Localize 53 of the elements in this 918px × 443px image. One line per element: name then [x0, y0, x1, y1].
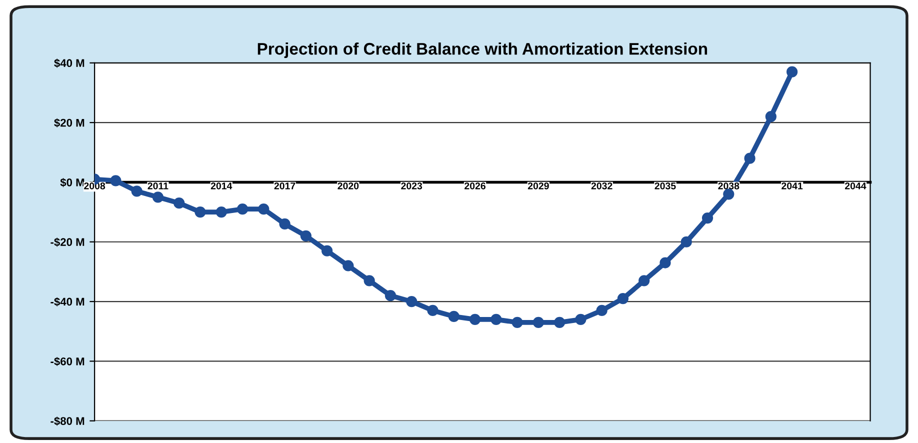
point [216, 206, 227, 218]
point [448, 310, 460, 322]
point [110, 175, 122, 186]
point [236, 204, 248, 215]
point [554, 316, 566, 328]
y-tick-label: -$60 M [50, 356, 84, 366]
point [342, 260, 354, 272]
y-tick-label: $20 M [54, 118, 84, 128]
x-tick-label: 2041 [782, 182, 803, 190]
point [194, 206, 206, 218]
point [322, 245, 333, 256]
point [406, 296, 418, 308]
point [384, 290, 396, 302]
point [660, 257, 671, 268]
x-tick-label: 2029 [528, 182, 549, 190]
point [575, 314, 586, 325]
point [532, 316, 544, 328]
y-tick-label: -$40 M [50, 297, 84, 306]
point [152, 192, 164, 203]
point [258, 204, 270, 215]
x-tick-label: 2035 [654, 182, 676, 190]
point [512, 316, 523, 328]
y-tick-label: -$80 M [50, 416, 84, 426]
point [638, 275, 650, 286]
x-tick-label: 2020 [338, 182, 359, 190]
x-tick-label: 2038 [718, 182, 740, 190]
x-tick-label: 2017 [274, 182, 296, 190]
x-tick-label: 2014 [210, 182, 232, 190]
point [702, 212, 714, 224]
point [596, 304, 608, 316]
point [744, 152, 756, 164]
point [364, 275, 375, 286]
point [300, 230, 312, 242]
point [279, 218, 290, 230]
point [617, 292, 629, 304]
point [786, 66, 798, 78]
y-tick-label: $40 M [54, 58, 84, 68]
x-tick-label: 2032 [591, 182, 612, 190]
x-tick-label: 2044 [844, 182, 866, 190]
point [174, 198, 185, 209]
point [680, 236, 692, 248]
y-tick-label: -$20 M [50, 238, 84, 247]
chart-title: Projection of Credit Balance with Amortization Extension [258, 42, 708, 58]
point [490, 314, 502, 325]
x-tick-label: 2008 [84, 182, 106, 190]
point [427, 304, 438, 316]
x-tick-label: 2023 [401, 182, 422, 190]
point [469, 314, 481, 325]
point [723, 188, 734, 200]
point [765, 111, 776, 122]
x-tick-label: 2011 [148, 182, 168, 190]
point [131, 186, 142, 197]
x-tick-label: 2026 [464, 182, 486, 190]
